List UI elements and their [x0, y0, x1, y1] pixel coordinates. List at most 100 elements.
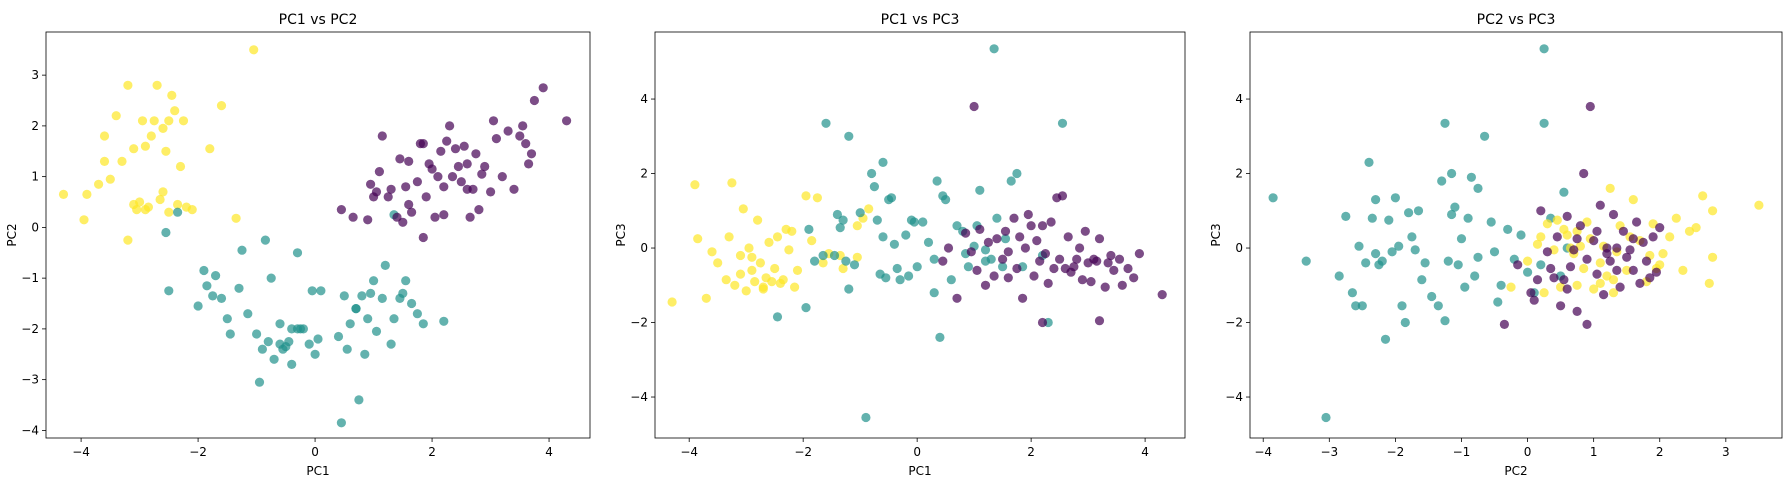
- data-point: [132, 205, 142, 215]
- data-point: [1157, 290, 1167, 300]
- data-point: [1506, 282, 1516, 292]
- data-point: [562, 116, 572, 126]
- data-point: [1440, 118, 1450, 128]
- data-point: [869, 182, 880, 192]
- data-point: [477, 169, 487, 179]
- data-point: [1516, 230, 1526, 240]
- data-point: [1106, 250, 1116, 261]
- y-axis-label: PC3: [1209, 223, 1223, 246]
- data-point: [170, 106, 180, 116]
- data-point: [412, 177, 422, 187]
- data-point: [838, 215, 848, 225]
- data-point: [111, 111, 121, 121]
- data-point: [872, 215, 882, 225]
- data-point: [1086, 277, 1096, 287]
- data-point: [1556, 301, 1566, 311]
- data-point: [1542, 219, 1552, 229]
- data-point: [1579, 263, 1589, 274]
- data-point: [503, 126, 513, 136]
- data-point: [316, 286, 326, 296]
- data-point: [713, 258, 723, 268]
- data-point: [1046, 217, 1056, 227]
- data-point: [1114, 254, 1125, 264]
- x-tick-label: 4: [545, 445, 553, 459]
- data-point: [1018, 293, 1028, 303]
- data-point: [1549, 273, 1559, 283]
- data-point: [433, 172, 443, 182]
- data-point: [730, 280, 740, 290]
- data-point: [407, 207, 417, 217]
- data-point: [1003, 247, 1013, 257]
- data-point: [1407, 232, 1417, 242]
- data-point: [254, 377, 265, 387]
- data-point: [178, 116, 189, 126]
- data-point: [909, 217, 919, 227]
- data-point: [1655, 223, 1665, 233]
- data-point: [1536, 260, 1546, 270]
- data-point: [1632, 217, 1642, 227]
- data-point: [707, 247, 717, 257]
- data-point: [852, 221, 862, 231]
- y-tick-label: −1: [21, 271, 39, 285]
- plot-frame: [45, 31, 591, 439]
- data-point: [1582, 319, 1592, 329]
- x-tick-label: 2: [1027, 445, 1035, 459]
- data-point: [1364, 157, 1374, 167]
- data-point: [386, 184, 396, 194]
- data-point: [117, 156, 127, 166]
- data-point: [1582, 254, 1592, 264]
- data-point: [1628, 265, 1638, 275]
- data-point: [1562, 230, 1572, 240]
- data-point: [1579, 168, 1589, 179]
- data-point: [724, 232, 734, 242]
- y-tick-label: 2: [31, 119, 39, 133]
- data-point: [377, 131, 387, 141]
- data-point: [371, 326, 382, 336]
- data-point: [252, 329, 262, 339]
- data-point: [231, 213, 241, 223]
- data-point: [787, 226, 797, 236]
- data-point: [966, 247, 976, 257]
- chart-title: PC1 vs PC3: [881, 12, 960, 28]
- x-tick-label: 0: [1524, 445, 1532, 459]
- data-point: [1608, 275, 1619, 285]
- data-point: [158, 123, 168, 133]
- data-point: [1450, 202, 1460, 212]
- data-point: [275, 319, 285, 329]
- data-point: [747, 252, 757, 262]
- data-point: [1648, 232, 1658, 242]
- data-point: [1499, 319, 1509, 329]
- data-point: [152, 80, 162, 90]
- data-point: [1032, 236, 1042, 246]
- data-point: [345, 319, 355, 329]
- data-point: [1473, 183, 1483, 193]
- data-point: [336, 205, 346, 215]
- data-point: [1496, 280, 1506, 290]
- data-point: [123, 80, 133, 90]
- data-point: [889, 239, 900, 249]
- data-point: [137, 116, 148, 126]
- data-point: [1513, 260, 1523, 270]
- data-point: [529, 95, 540, 106]
- data-point: [818, 250, 828, 261]
- data-point: [1384, 215, 1394, 225]
- data-point: [401, 276, 411, 286]
- x-tick-label: 1: [1590, 445, 1598, 459]
- data-point: [1618, 226, 1628, 236]
- data-point: [1572, 280, 1582, 290]
- data-point: [946, 275, 956, 285]
- data-point: [1109, 265, 1119, 275]
- data-point: [123, 235, 133, 245]
- data-point: [135, 197, 145, 207]
- data-point: [1572, 234, 1582, 244]
- data-point: [167, 90, 177, 100]
- data-point: [975, 185, 985, 195]
- data-point: [821, 118, 831, 128]
- data-point: [963, 262, 974, 272]
- data-point: [1595, 278, 1605, 288]
- data-point: [447, 172, 458, 182]
- data-point: [427, 164, 437, 174]
- data-point: [1357, 301, 1367, 311]
- data-point: [287, 359, 297, 369]
- data-point: [929, 254, 939, 264]
